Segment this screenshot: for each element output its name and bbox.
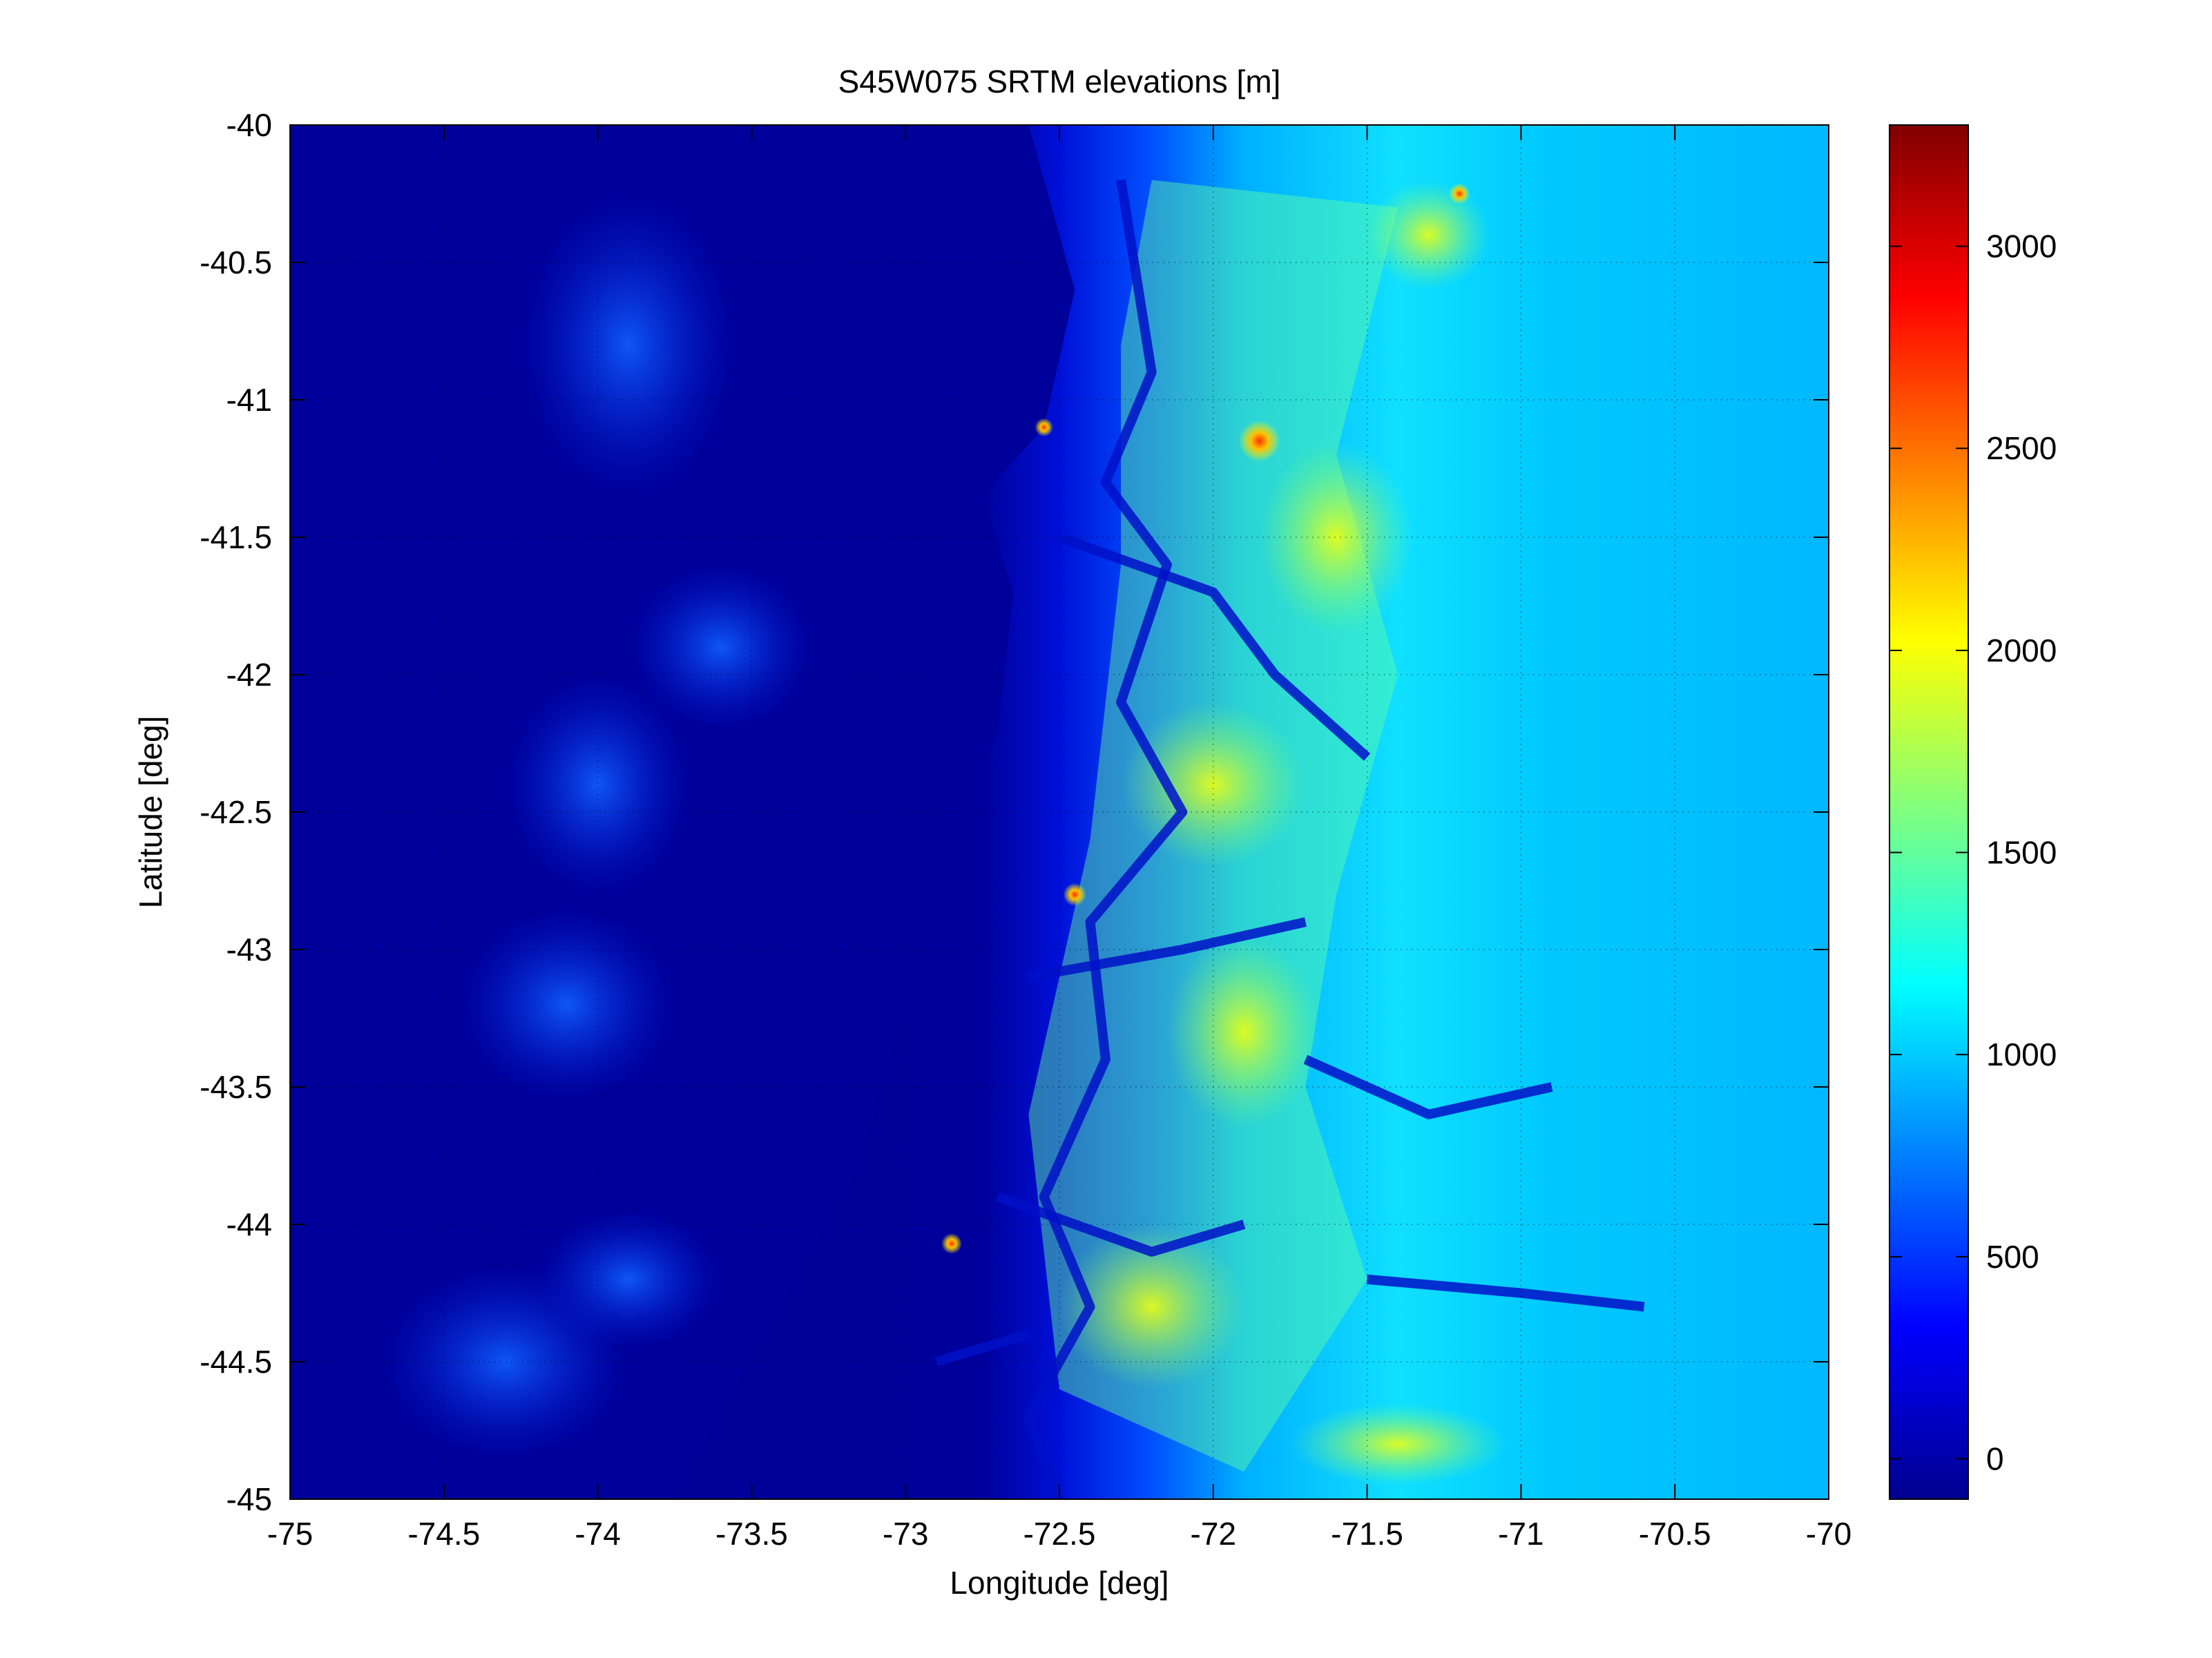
y-tick-label: -40.5 [200,244,272,280]
colorbar-tick-label: 3000 [1986,229,2057,264]
peak-point [1449,183,1470,204]
island-area [628,564,814,730]
high-terrain [1059,1224,1244,1389]
x-axis-label: Longitude [deg] [950,1565,1168,1601]
fjord-channel [1303,1054,1553,1119]
island-area [459,908,675,1101]
colorbar-ticks: 0 500 1000 1500 2000 2500 3000 [1889,229,2057,1476]
y-tick-label: -44.5 [200,1344,272,1380]
peak-point [1238,420,1280,462]
high-terrain [1290,1402,1506,1486]
high-terrain [1259,441,1414,634]
x-tick-label: -72.5 [1023,1516,1096,1552]
peak-point [1035,418,1054,437]
island-area [536,1211,721,1349]
colorbar-tick-label: 0 [1986,1440,2004,1476]
axis-ticks: -75 -74.5 -74 -73.5 -73 -72.5 -72 -71.5 -71 -70.5… [200,107,1852,1552]
island-area [521,193,737,497]
peak-point [941,1233,963,1254]
high-terrain [1121,702,1306,867]
y-tick-label: -42.5 [200,794,272,830]
x-tick-label: -71.5 [1331,1516,1403,1552]
x-tick-label: -74.5 [407,1516,480,1552]
island-area [505,674,691,895]
fjord-channel [934,1329,1030,1367]
y-tick-label: -44 [227,1206,272,1242]
high-terrain [1166,936,1321,1128]
peak-point [1063,883,1086,907]
x-tick-label: -75 [267,1516,313,1552]
fjord-channel [1057,532,1371,761]
y-tick-label: -42 [227,657,272,693]
colorbar-tick-label: 1500 [1986,835,2057,871]
x-tick-label: -72 [1191,1516,1236,1552]
colorbar [1889,124,1969,1500]
y-tick-label: -43.5 [200,1069,272,1105]
y-tick-label: -41.5 [200,519,272,555]
y-tick-label: -43 [227,932,272,967]
fjord-channel [1366,1274,1645,1312]
y-tick-label: -45 [227,1481,272,1517]
fjord-channel [996,1192,1246,1257]
x-tick-label: -70 [1806,1516,1852,1552]
grid-lines [290,125,1829,1499]
elevation-heatmap [290,125,1829,1499]
colorbar-tick-label: 1000 [1986,1037,2057,1072]
colorbar-tick-label: 2500 [1986,430,2057,466]
high-terrain [1367,180,1490,290]
x-tick-label: -70.5 [1639,1516,1711,1552]
fjord-channel [1028,917,1307,982]
x-tick-label: -73.5 [715,1516,788,1552]
colorbar-tick-label: 500 [1986,1239,2039,1275]
colorbar-tick-label: 2000 [1986,633,2057,668]
y-axis-label: Latitude [deg] [133,716,169,909]
chart-title: S45W075 SRTM elevations [m] [838,64,1281,99]
fjord-channel [1023,179,1188,1499]
y-tick-label: -40 [227,107,272,143]
x-tick-label: -71 [1498,1516,1543,1552]
y-tick-label: -41 [227,382,272,418]
x-tick-label: -74 [575,1516,620,1552]
x-tick-label: -73 [883,1516,928,1552]
